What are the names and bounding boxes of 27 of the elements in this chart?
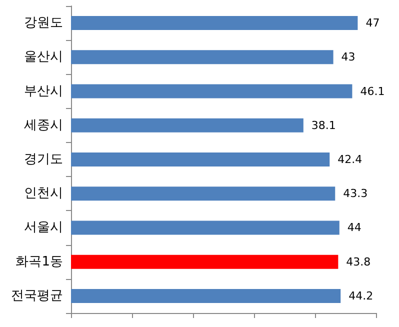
y-tick-label: 부산시 [24,84,63,99]
data-label: 43 [341,50,356,64]
y-tick-label: 전국평균 [11,288,63,304]
data-label: 44.2 [348,289,374,302]
bar [71,16,358,30]
data-label: 44 [347,221,362,234]
data-label: 42.4 [338,153,362,166]
bar [71,50,334,64]
y-tick-label: 화곡1동 [16,254,63,270]
y-tick-label: 인천시 [24,186,63,202]
y-tick-label: 서울시 [24,220,63,236]
data-label: 43.3 [343,187,368,200]
data-label: 46.1 [360,84,385,98]
bar [71,84,352,98]
y-tick-label: 울산시 [24,50,63,65]
bar [71,118,304,132]
data-label: 38.1 [311,118,336,132]
y-tick-label: 세종시 [24,118,63,133]
bar [71,152,330,166]
bar [71,220,340,235]
bar [71,254,338,269]
data-label: 47 [366,16,380,30]
bar [71,186,336,201]
data-label: 43.8 [346,255,371,268]
bar [71,288,341,303]
y-tick-label: 경기도 [24,152,63,167]
y-tick-label: 강원도 [24,16,63,31]
